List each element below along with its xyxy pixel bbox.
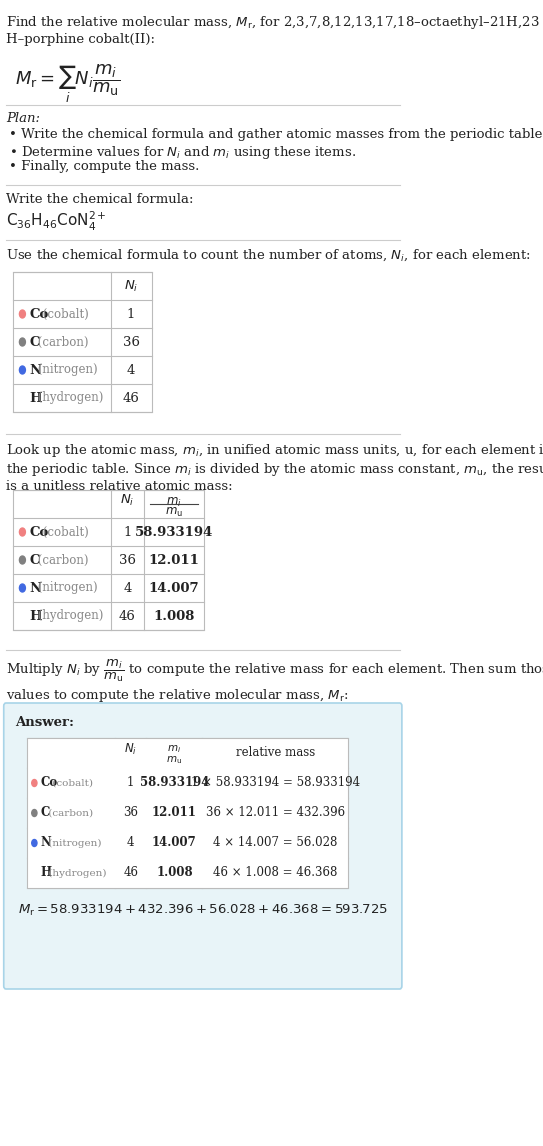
Text: Co: Co xyxy=(29,307,48,321)
Text: relative mass: relative mass xyxy=(236,746,315,760)
Text: 1 × 58.933194 = 58.933194: 1 × 58.933194 = 58.933194 xyxy=(191,777,360,790)
Text: N: N xyxy=(29,363,41,377)
Text: 1: 1 xyxy=(123,526,131,539)
Text: H: H xyxy=(29,392,42,405)
Text: 1: 1 xyxy=(127,307,135,321)
Text: Co: Co xyxy=(29,526,48,539)
Text: C: C xyxy=(29,336,40,348)
Text: 46: 46 xyxy=(123,866,138,879)
Text: Multiply $N_i$ by $\dfrac{m_i}{m_\mathrm{u}}$ to compute the relative mass for e: Multiply $N_i$ by $\dfrac{m_i}{m_\mathrm… xyxy=(6,658,543,704)
Text: $m_\mathrm{u}$: $m_\mathrm{u}$ xyxy=(165,507,183,519)
Text: • Finally, compute the mass.: • Finally, compute the mass. xyxy=(9,160,199,173)
Text: 46: 46 xyxy=(119,610,136,622)
Text: (hydrogen): (hydrogen) xyxy=(34,392,103,405)
Circle shape xyxy=(31,840,37,847)
Text: (hydrogen): (hydrogen) xyxy=(34,610,103,622)
Text: N: N xyxy=(29,581,41,595)
Text: Co: Co xyxy=(40,777,58,790)
FancyBboxPatch shape xyxy=(14,272,151,413)
Text: 12.011: 12.011 xyxy=(152,807,197,819)
Circle shape xyxy=(31,779,37,786)
Text: H: H xyxy=(29,610,42,622)
Text: $m_\mathrm{u}$: $m_\mathrm{u}$ xyxy=(166,754,182,766)
Text: 12.011: 12.011 xyxy=(149,554,199,566)
Text: 1.008: 1.008 xyxy=(156,866,193,879)
Text: 4: 4 xyxy=(127,837,135,849)
Text: $m_i$: $m_i$ xyxy=(166,496,182,509)
Circle shape xyxy=(20,311,26,317)
Text: H: H xyxy=(40,866,52,879)
Text: (nitrogen): (nitrogen) xyxy=(34,581,98,595)
Text: (carbon): (carbon) xyxy=(34,336,89,348)
Text: (carbon): (carbon) xyxy=(34,554,89,566)
FancyBboxPatch shape xyxy=(4,702,402,989)
Text: • Write the chemical formula and gather atomic masses from the periodic table.: • Write the chemical formula and gather … xyxy=(9,128,543,141)
Text: C: C xyxy=(40,807,50,819)
Text: Look up the atomic mass, $m_i$, in unified atomic mass units, u, for each elemen: Look up the atomic mass, $m_i$, in unifi… xyxy=(6,442,543,494)
Circle shape xyxy=(20,338,26,346)
Text: (cobalt): (cobalt) xyxy=(49,778,93,787)
Circle shape xyxy=(20,556,26,564)
Text: (cobalt): (cobalt) xyxy=(39,307,89,321)
Text: $N_i$: $N_i$ xyxy=(120,493,135,508)
Text: 36 × 12.011 = 432.396: 36 × 12.011 = 432.396 xyxy=(206,807,345,819)
Text: 36: 36 xyxy=(123,336,140,348)
FancyBboxPatch shape xyxy=(27,738,348,888)
Text: 1.008: 1.008 xyxy=(153,610,195,622)
Text: 46 × 1.008 = 46.368: 46 × 1.008 = 46.368 xyxy=(213,866,337,879)
Text: 14.007: 14.007 xyxy=(152,837,197,849)
Text: $M_\mathrm{r} = 58.933194 + 432.396 + 56.028 + 46.368 = 593.725$: $M_\mathrm{r} = 58.933194 + 432.396 + 56… xyxy=(18,903,388,918)
Text: 4: 4 xyxy=(127,363,135,377)
Text: (hydrogen): (hydrogen) xyxy=(45,869,106,878)
Text: $M_\mathrm{r} = \sum_i N_i \dfrac{m_i}{m_\mathrm{u}}$: $M_\mathrm{r} = \sum_i N_i \dfrac{m_i}{m… xyxy=(15,62,120,104)
Text: (carbon): (carbon) xyxy=(45,808,93,817)
Text: 4: 4 xyxy=(123,581,131,595)
Text: Answer:: Answer: xyxy=(15,716,74,729)
Text: Plan:: Plan: xyxy=(6,112,40,125)
Text: 1: 1 xyxy=(127,777,135,790)
Text: 36: 36 xyxy=(119,554,136,566)
Text: C: C xyxy=(29,554,40,566)
Text: (cobalt): (cobalt) xyxy=(39,526,89,539)
Text: 36: 36 xyxy=(123,807,138,819)
Text: $N_i$: $N_i$ xyxy=(124,278,138,293)
Text: 46: 46 xyxy=(123,392,140,405)
Text: Write the chemical formula:: Write the chemical formula: xyxy=(6,193,193,206)
FancyBboxPatch shape xyxy=(14,490,204,630)
Text: (nitrogen): (nitrogen) xyxy=(34,363,98,377)
Text: $N_i$: $N_i$ xyxy=(124,741,137,756)
Circle shape xyxy=(20,584,26,592)
Text: • Determine values for $N_i$ and $m_i$ using these items.: • Determine values for $N_i$ and $m_i$ u… xyxy=(9,144,356,160)
Text: 58.933194: 58.933194 xyxy=(140,777,209,790)
Text: 4 × 14.007 = 56.028: 4 × 14.007 = 56.028 xyxy=(213,837,337,849)
Text: Find the relative molecular mass, $M_\mathrm{r}$, for 2,3,7,8,12,13,17,18–octaet: Find the relative molecular mass, $M_\ma… xyxy=(6,14,540,46)
Text: $\mathrm{C}_{36}\mathrm{H}_{46}\mathrm{Co}\mathrm{N}_4^{2+}$: $\mathrm{C}_{36}\mathrm{H}_{46}\mathrm{C… xyxy=(6,210,106,233)
Text: (nitrogen): (nitrogen) xyxy=(45,839,102,848)
Circle shape xyxy=(31,809,37,816)
Text: N: N xyxy=(40,837,51,849)
Text: $m_i$: $m_i$ xyxy=(167,743,181,755)
Text: Use the chemical formula to count the number of atoms, $N_i$, for each element:: Use the chemical formula to count the nu… xyxy=(6,248,531,264)
Text: 14.007: 14.007 xyxy=(149,581,199,595)
Text: 58.933194: 58.933194 xyxy=(135,526,213,539)
Circle shape xyxy=(20,366,26,374)
Circle shape xyxy=(20,528,26,536)
